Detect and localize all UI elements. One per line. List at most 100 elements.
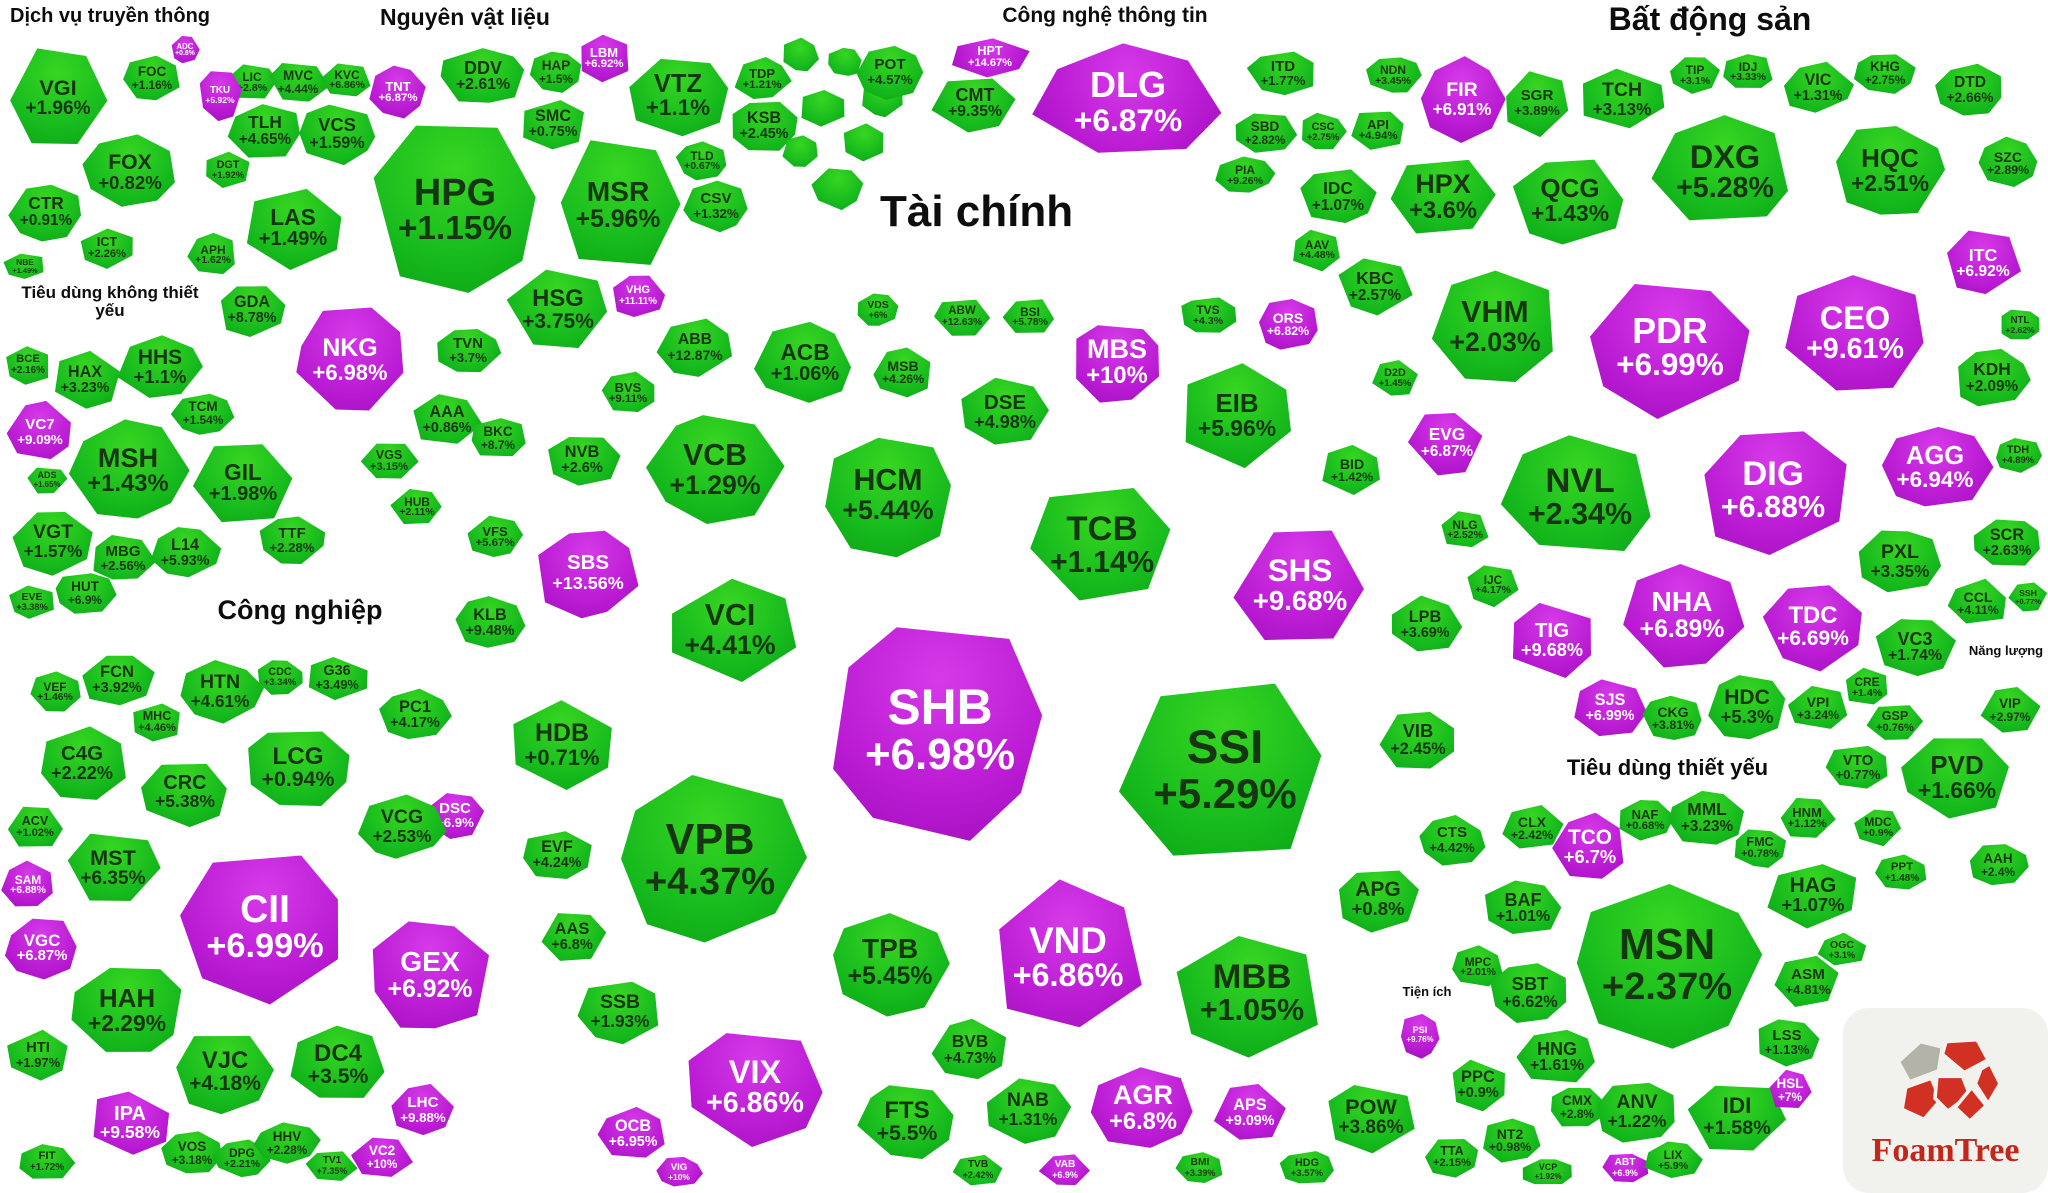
cell-unlabeled[interactable] bbox=[843, 123, 884, 162]
cell-ABT[interactable]: ABT +6.9% bbox=[1602, 1153, 1649, 1183]
cell-BVB[interactable]: BVB +4.73% bbox=[931, 1018, 1007, 1080]
cell-VTO[interactable]: VTO +0.77% bbox=[1825, 745, 1888, 789]
cell-SCR[interactable]: SCR +2.63% bbox=[1973, 519, 2040, 566]
cell-SGR[interactable]: SGR +3.89% bbox=[1506, 71, 1569, 138]
cell-POW[interactable]: POW +3.86% bbox=[1328, 1084, 1415, 1154]
cell-GDA[interactable]: GDA +8.78% bbox=[220, 286, 286, 337]
cell-HPX[interactable]: HPX +3.6% bbox=[1390, 159, 1496, 234]
cell-PPC[interactable]: PPC +0.9% bbox=[1452, 1059, 1505, 1112]
cell-VC3[interactable]: VC3 +1.74% bbox=[1875, 619, 1956, 677]
cell-VDS[interactable]: VDS +6% bbox=[857, 293, 899, 326]
cell-GSP[interactable]: GSP +0.76% bbox=[1866, 705, 1924, 740]
cell-NAB[interactable]: NAB +1.31% bbox=[986, 1078, 1072, 1144]
cell-HDG[interactable]: HDG +3.57% bbox=[1279, 1151, 1334, 1184]
cell-HTI[interactable]: HTI +1.97% bbox=[7, 1029, 68, 1081]
cell-MML[interactable]: MML +3.23% bbox=[1668, 790, 1745, 845]
cell-NVL[interactable]: NVL +2.34% bbox=[1500, 435, 1651, 551]
cell-SSB[interactable]: SSB +1.93% bbox=[577, 981, 659, 1045]
cell-SJS[interactable]: SJS +6.99% bbox=[1574, 679, 1647, 737]
cell-AAH[interactable]: AAH +2.4% bbox=[1969, 844, 2029, 886]
cell-C4G[interactable]: C4G +2.22% bbox=[41, 726, 126, 800]
cell-D2D[interactable]: D2D +1.45% bbox=[1372, 360, 1418, 396]
cell-VND[interactable]: VND +6.86% bbox=[999, 879, 1142, 1028]
cell-MDC[interactable]: MDC +0.9% bbox=[1854, 809, 1902, 847]
cell-CII[interactable]: CII +6.99% bbox=[180, 855, 339, 1005]
cell-unlabeled[interactable] bbox=[783, 37, 819, 72]
cell-CKG[interactable]: CKG +3.81% bbox=[1642, 695, 1702, 741]
cell-VIB[interactable]: VIB +2.45% bbox=[1379, 711, 1455, 769]
cell-FOX[interactable]: FOX +0.82% bbox=[82, 134, 175, 207]
cell-TTF[interactable]: TTF +2.28% bbox=[259, 516, 326, 564]
cell-AAV[interactable]: AAV +4.48% bbox=[1293, 229, 1340, 272]
cell-PPT[interactable]: PPT +1.48% bbox=[1874, 854, 1927, 890]
cell-LHC[interactable]: LHC +9.88% bbox=[391, 1083, 454, 1136]
cell-HUB[interactable]: HUB +2.11% bbox=[390, 489, 442, 525]
cell-NTL[interactable]: NTL +2.62% bbox=[2001, 309, 2040, 340]
cell-VIG[interactable]: VIG +10% bbox=[656, 1156, 703, 1187]
cell-HPG[interactable]: HPG +1.15% bbox=[373, 125, 536, 293]
cell-KHG[interactable]: KHG +2.75% bbox=[1853, 54, 1916, 94]
cell-DC4[interactable]: DC4 +3.5% bbox=[290, 1025, 385, 1098]
cell-APS[interactable]: APS +9.09% bbox=[1213, 1084, 1286, 1140]
cell-HHS[interactable]: HHS +1.1% bbox=[117, 335, 203, 398]
cell-AAS[interactable]: AAS +6.8% bbox=[541, 913, 607, 961]
cell-VPB[interactable]: VPB +4.37% bbox=[621, 775, 807, 943]
cell-VGT[interactable]: VGT +1.57% bbox=[12, 511, 93, 576]
cell-VC2[interactable]: VC2 +10% bbox=[350, 1137, 413, 1177]
cell-BCE[interactable]: BCE +2.16% bbox=[6, 346, 49, 385]
cell-SMC[interactable]: SMC +0.75% bbox=[523, 100, 585, 150]
cell-HNG[interactable]: HNG +1.61% bbox=[1516, 1029, 1595, 1083]
cell-SBS[interactable]: SBS +13.56% bbox=[538, 530, 639, 619]
cell-FIT[interactable]: FIT +1.72% bbox=[19, 1144, 76, 1179]
cell-VCP[interactable]: VCP +1.92% bbox=[1522, 1159, 1572, 1185]
cell-HQC[interactable]: HQC +2.51% bbox=[1836, 126, 1946, 215]
cell-BMI[interactable]: BMI +3.39% bbox=[1175, 1152, 1223, 1184]
cell-BKC[interactable]: BKC +8.7% bbox=[471, 418, 526, 457]
cell-FTS[interactable]: FTS +5.5% bbox=[857, 1085, 954, 1160]
cell-VCB[interactable]: VCB +1.29% bbox=[645, 415, 785, 524]
cell-CSC[interactable]: CSC +2.75% bbox=[1302, 112, 1347, 150]
cell-VEF[interactable]: VEF +1.46% bbox=[30, 671, 81, 712]
cell-BSI[interactable]: BSI +5.78% bbox=[1002, 299, 1055, 333]
cell-CTS[interactable]: CTS +4.42% bbox=[1419, 814, 1486, 866]
cell-VIC[interactable]: VIC +1.31% bbox=[1783, 61, 1854, 113]
cell-BID[interactable]: BID +1.42% bbox=[1322, 444, 1381, 496]
cell-TTA[interactable]: TTA +2.15% bbox=[1425, 1138, 1479, 1178]
cell-CCL[interactable]: CCL +4.11% bbox=[1947, 578, 2006, 624]
cell-PDR[interactable]: PDR +6.99% bbox=[1589, 284, 1750, 419]
cell-L14[interactable]: L14 +5.93% bbox=[150, 527, 222, 578]
cell-HDB[interactable]: HDB +0.71% bbox=[513, 700, 612, 790]
cell-PSI[interactable]: PSI +9.76% bbox=[1400, 1013, 1440, 1059]
cell-MBS[interactable]: MBS +10% bbox=[1076, 325, 1159, 403]
cell-NT2[interactable]: NT2 +0.98% bbox=[1483, 1118, 1541, 1163]
cell-LIX[interactable]: LIX +5.9% bbox=[1644, 1141, 1703, 1178]
cell-MSH[interactable]: MSH +1.43% bbox=[68, 419, 190, 519]
cell-TVS[interactable]: TVS +4.3% bbox=[1181, 297, 1237, 333]
cell-unlabeled[interactable] bbox=[801, 90, 845, 127]
cell-EVF[interactable]: EVF +4.24% bbox=[523, 831, 592, 879]
cell-FOC[interactable]: FOC +1.16% bbox=[123, 55, 180, 101]
cell-LBM[interactable]: LBM +6.92% bbox=[581, 34, 629, 83]
cell-API[interactable]: API +4.94% bbox=[1351, 111, 1404, 150]
cell-FCN[interactable]: FCN +3.92% bbox=[82, 655, 155, 706]
cell-GIL[interactable]: GIL +1.98% bbox=[192, 444, 293, 523]
cell-MBB[interactable]: MBB +1.05% bbox=[1176, 936, 1318, 1058]
cell-FIR[interactable]: FIR +6.91% bbox=[1420, 56, 1506, 143]
cell-BVS[interactable]: BVS +9.11% bbox=[601, 371, 655, 413]
cell-HCM[interactable]: HCM +5.44% bbox=[825, 437, 951, 558]
cell-PXL[interactable]: PXL +3.35% bbox=[1858, 530, 1942, 593]
cell-NDN[interactable]: NDN +3.45% bbox=[1366, 57, 1422, 93]
cell-PC1[interactable]: PC1 +4.17% bbox=[379, 688, 452, 740]
cell-TDC[interactable]: TDC +6.69% bbox=[1762, 585, 1862, 672]
cell-LSS[interactable]: LSS +1.13% bbox=[1758, 1019, 1820, 1067]
cell-ABW[interactable]: ABW +12.63% bbox=[933, 299, 991, 336]
cell-VTZ[interactable]: VTZ +1.1% bbox=[629, 58, 729, 137]
cell-TV1[interactable]: TV1 +7.35% bbox=[305, 1151, 358, 1181]
cell-CRC[interactable]: CRC +5.38% bbox=[141, 763, 227, 828]
cell-CTR[interactable]: CTR +0.91% bbox=[8, 184, 82, 242]
cell-POT[interactable]: POT +4.57% bbox=[856, 45, 924, 100]
cell-LPB[interactable]: LPB +3.69% bbox=[1391, 595, 1463, 652]
cell-VGS[interactable]: VGS +3.15% bbox=[360, 443, 419, 479]
cell-EVE[interactable]: EVE +3.38% bbox=[9, 585, 54, 619]
cell-IDJ[interactable]: IDJ +3.33% bbox=[1723, 54, 1773, 88]
